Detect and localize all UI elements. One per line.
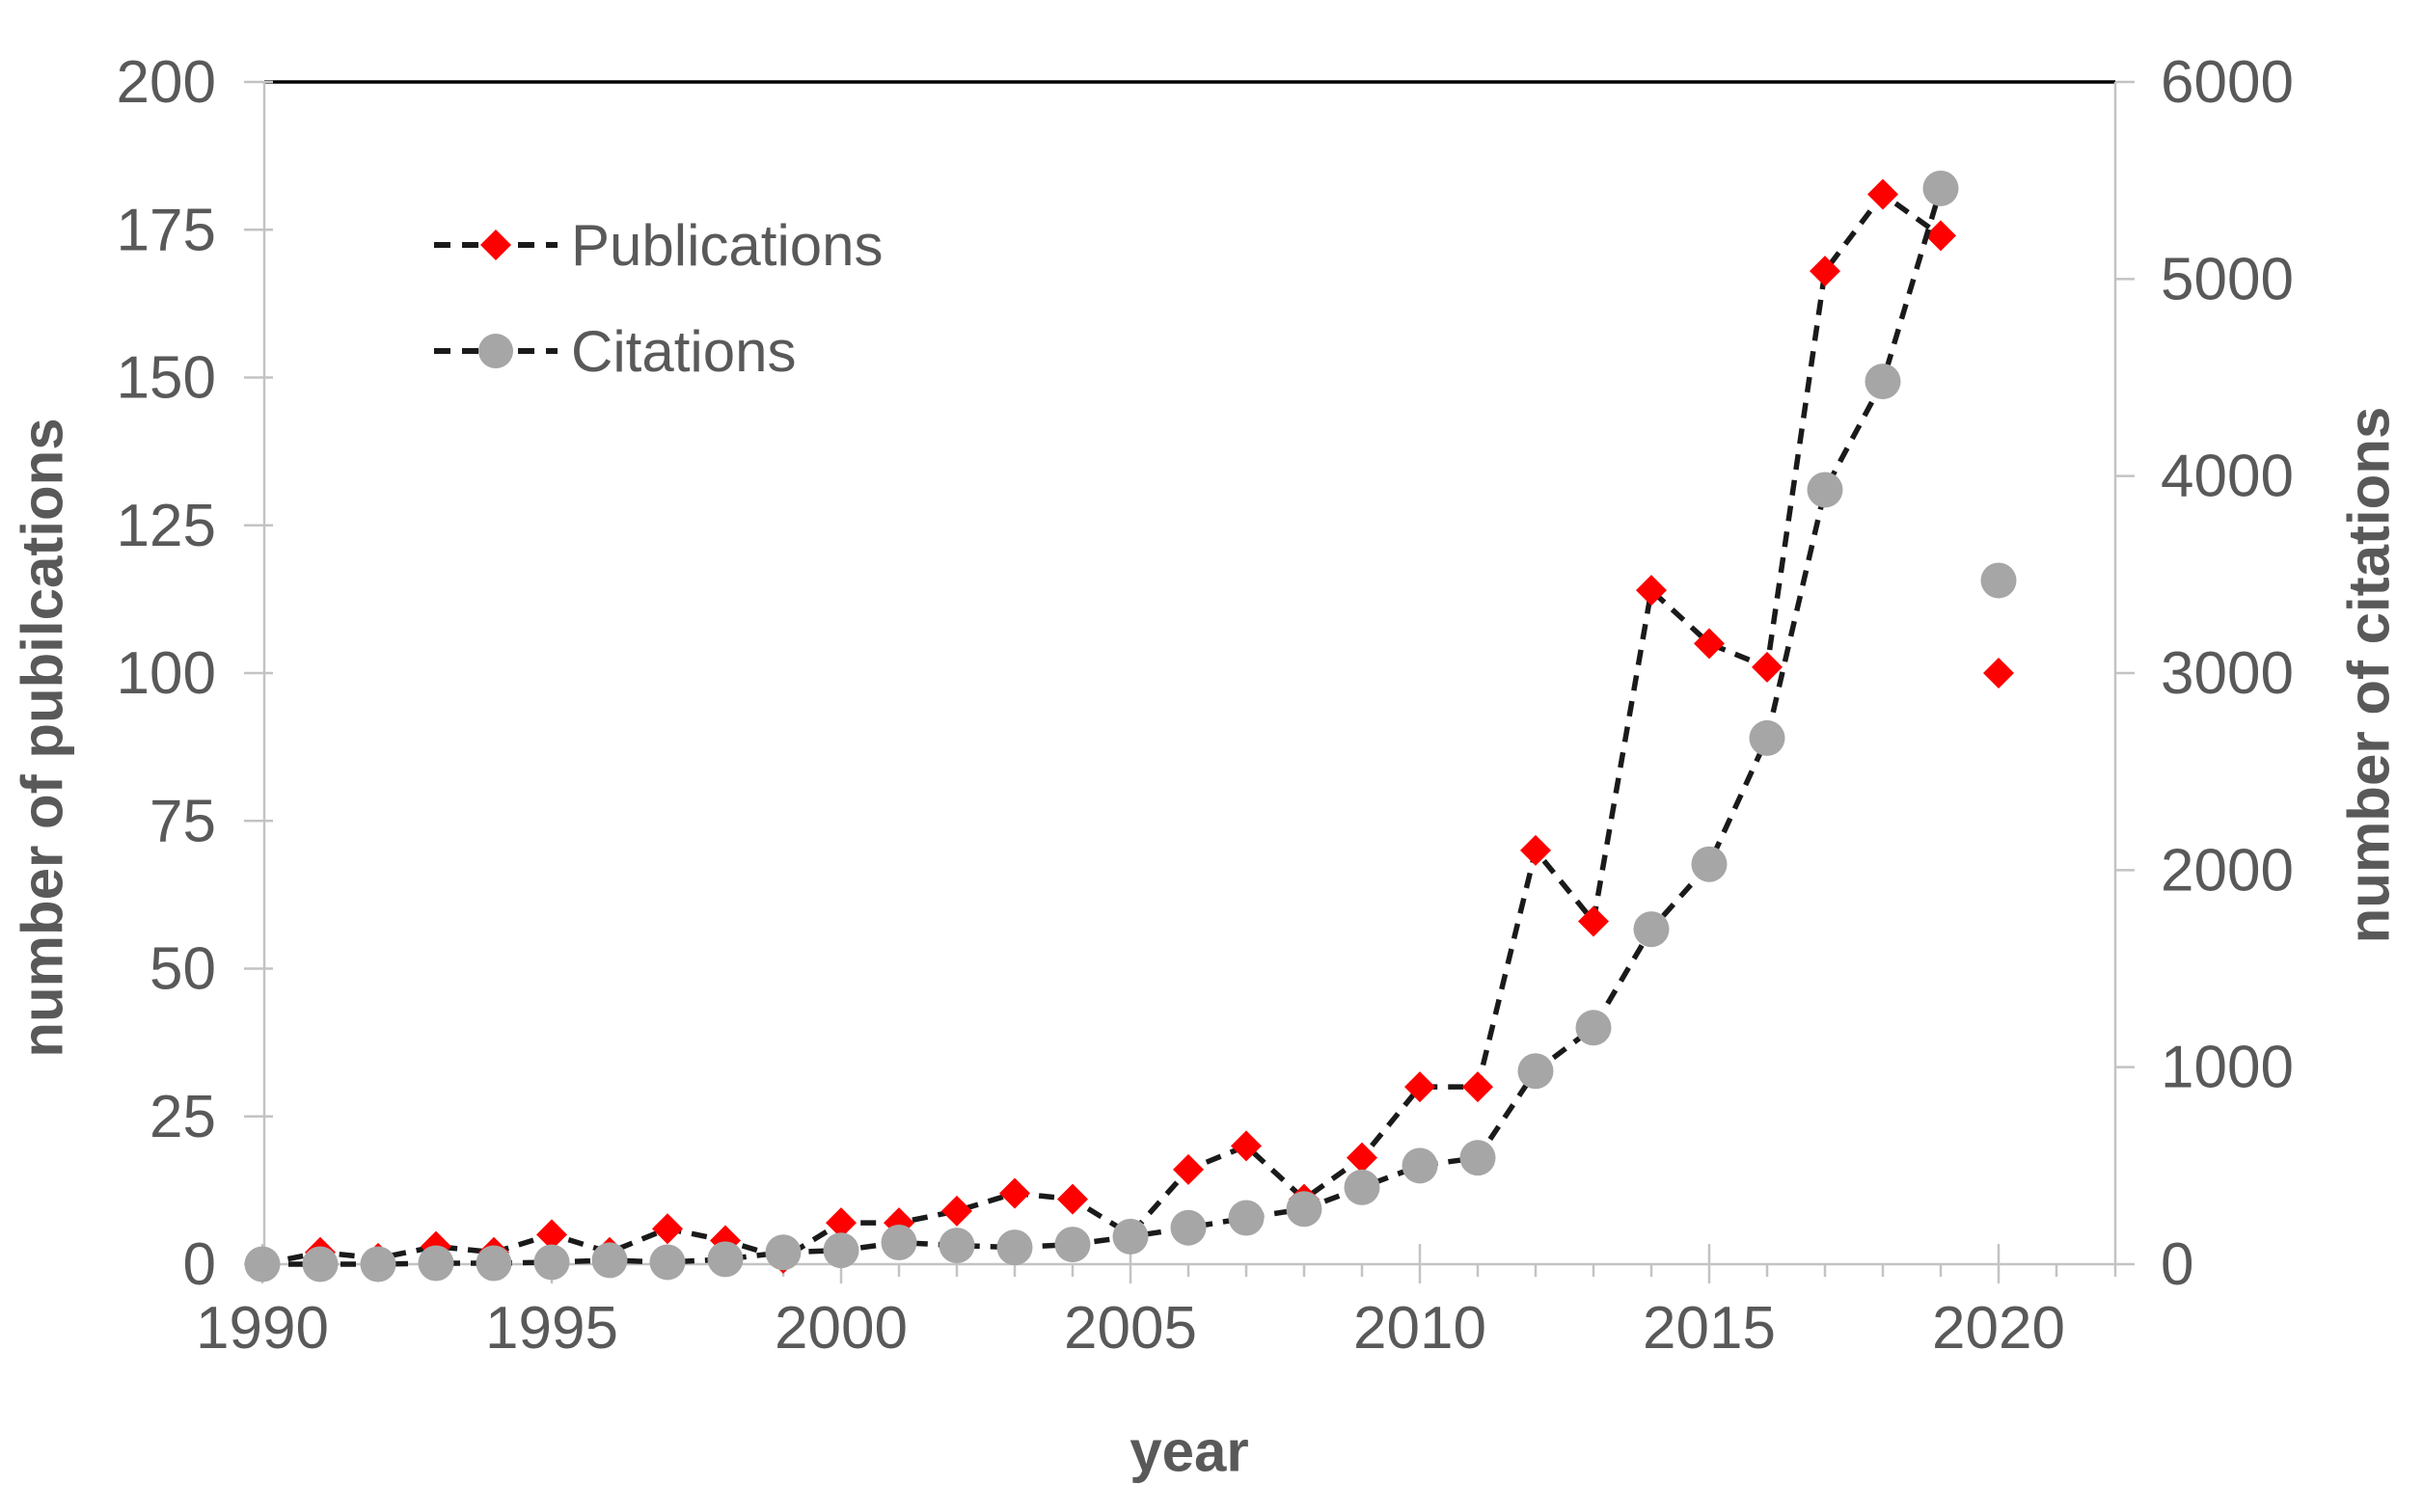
publications-marker-2019 [1925, 220, 1956, 252]
left-tick-label-200: 200 [117, 49, 216, 116]
publications-marker-2009 [1347, 1142, 1377, 1174]
left-tick-label-25: 25 [150, 1084, 216, 1150]
citations-marker-2003 [996, 1229, 1033, 1266]
citations-marker-2015 [1691, 846, 1728, 882]
publications-marker-2017 [1810, 256, 1840, 287]
right-tick-label-3000: 3000 [2161, 640, 2294, 707]
left-axis-title: number of pubilcations [10, 418, 75, 1058]
publications-marker-2016 [1752, 651, 1783, 683]
publications-marker-2020 [1983, 658, 2014, 688]
left-tick-label-0: 0 [183, 1231, 216, 1298]
x-tick-label-1995: 1995 [485, 1295, 618, 1362]
right-tick-label-5000: 5000 [2161, 246, 2294, 312]
publications-marker-2002 [941, 1195, 972, 1227]
citations-marker-2012 [1517, 1053, 1554, 1090]
citations-marker-2005 [1112, 1218, 1149, 1255]
citations-marker-2018 [1865, 364, 1901, 400]
citations-marker-1995 [533, 1244, 570, 1281]
legend-item-citations: Citations [432, 312, 884, 390]
publications-marker-2006 [1173, 1153, 1204, 1185]
left-tick-label-175: 175 [117, 197, 216, 263]
citations-marker-2009 [1344, 1169, 1380, 1205]
left-tick-label-125: 125 [117, 493, 216, 559]
citations-marker-2006 [1170, 1209, 1207, 1246]
citations-marker-1993 [418, 1245, 454, 1282]
citations-marker-2010 [1402, 1148, 1438, 1184]
publications-marker-2012 [1520, 834, 1551, 866]
citations-marker-2008 [1286, 1191, 1322, 1228]
citations-marker-2004 [1054, 1227, 1091, 1263]
publications-marker-1997 [652, 1213, 683, 1245]
legend-label-publications: Publications [571, 212, 884, 278]
right-tick-label-4000: 4000 [2161, 444, 2294, 510]
citations-marker-2014 [1633, 911, 1670, 948]
publications-marker-2007 [1231, 1130, 1262, 1162]
publications-marker-2011 [1462, 1071, 1493, 1103]
publications-legend-marker-icon [434, 230, 558, 260]
citations-marker-2002 [939, 1228, 975, 1264]
publications-marker-2010 [1404, 1071, 1435, 1103]
publications-marker-2015 [1694, 628, 1725, 660]
citations-marker-2011 [1459, 1140, 1496, 1176]
citations-marker-2001 [881, 1225, 917, 1261]
citations-marker-1997 [649, 1244, 686, 1281]
right-axis-title: number of citations [2336, 406, 2402, 944]
citations-marker-2007 [1228, 1200, 1265, 1236]
left-tick-label-100: 100 [117, 640, 216, 707]
citations-marker-2000 [823, 1232, 859, 1269]
citations-line [262, 187, 1944, 1267]
publications-marker-2013 [1578, 905, 1609, 937]
publications-marker-2018 [1867, 178, 1898, 210]
publications-marker-2003 [999, 1177, 1030, 1209]
citations-marker-1994 [476, 1245, 512, 1282]
x-tick-label-2000: 2000 [775, 1295, 908, 1362]
right-tick-label-0: 0 [2161, 1231, 2193, 1298]
publications-line [261, 190, 1943, 1267]
x-tick-label-2005: 2005 [1064, 1295, 1197, 1362]
right-tick-label-2000: 2000 [2161, 837, 2294, 904]
publications-marker-1995 [536, 1219, 567, 1251]
citations-marker-2016 [1749, 719, 1785, 756]
left-tick-label-75: 75 [150, 788, 216, 854]
left-tick-label-150: 150 [117, 345, 216, 412]
citations-legend-marker-icon [434, 334, 558, 368]
publications-marker-2014 [1636, 575, 1667, 607]
citations-marker-1992 [360, 1246, 396, 1282]
citations-marker-2017 [1807, 472, 1843, 508]
x-tick-label-2020: 2020 [1932, 1295, 2065, 1362]
citations-marker-2020 [1980, 562, 2017, 599]
x-axis-title: year [1130, 1418, 1249, 1484]
left-tick-label-50: 50 [150, 936, 216, 1003]
citations-marker-1990 [244, 1246, 281, 1282]
right-tick-label-6000: 6000 [2161, 49, 2294, 116]
x-tick-label-1990: 1990 [196, 1295, 329, 1362]
citations-marker-1996 [591, 1242, 628, 1279]
legend: Publications Citations [432, 206, 884, 418]
citations-marker-1999 [765, 1234, 802, 1271]
x-tick-label-2010: 2010 [1353, 1295, 1486, 1362]
publications-marker-2000 [826, 1207, 857, 1239]
citations-marker-1991 [302, 1246, 339, 1282]
x-tick-label-2015: 2015 [1643, 1295, 1776, 1362]
legend-item-publications: Publications [432, 206, 884, 284]
citations-marker-2013 [1575, 1010, 1612, 1046]
citations-marker-1998 [707, 1241, 744, 1278]
right-tick-label-1000: 1000 [2161, 1035, 2294, 1101]
publications-marker-2004 [1057, 1183, 1088, 1215]
citations-marker-2019 [1922, 170, 1959, 206]
legend-label-citations: Citations [571, 318, 797, 384]
